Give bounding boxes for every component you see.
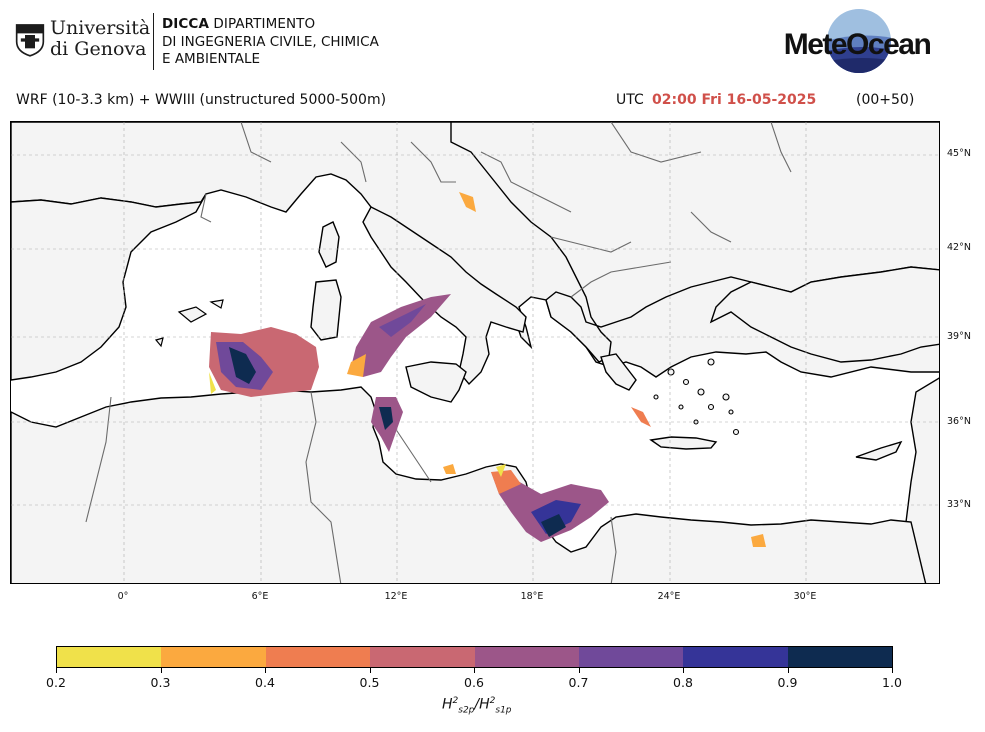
crete-land bbox=[649, 436, 718, 450]
lat-label-45: 45°N bbox=[947, 148, 971, 159]
colorbar-tick-label: 0.5 bbox=[359, 675, 380, 690]
aegean-islands bbox=[653, 358, 740, 436]
wave-ratio-patches bbox=[209, 192, 766, 547]
north-africa-land bbox=[11, 386, 927, 583]
country-borders bbox=[85, 122, 792, 583]
valid-time: 02:00 Fri 16-05-2025 bbox=[652, 92, 817, 108]
iberia-land bbox=[11, 193, 207, 381]
dicca-line-1: DICCA DIPARTIMENTO bbox=[162, 16, 315, 32]
colorbar-tick bbox=[265, 668, 266, 673]
meteocean-logo-text: MeteOcean bbox=[784, 28, 931, 61]
colorbar-tick-label: 0.6 bbox=[464, 675, 484, 690]
colorbar-bin-7 bbox=[787, 647, 892, 667]
unige-name-line-1: Università bbox=[50, 17, 151, 39]
sardinia-land bbox=[310, 279, 342, 341]
corsica-land bbox=[318, 221, 340, 268]
utc-label: UTC bbox=[616, 92, 644, 108]
lat-label-39: 39°N bbox=[947, 331, 971, 342]
graticule bbox=[11, 122, 939, 583]
colorbar-tick bbox=[683, 668, 684, 673]
lon-label-24e: 24°E bbox=[657, 591, 681, 602]
colorbar-tick-label: 0.3 bbox=[150, 675, 171, 690]
patch-small-2 bbox=[751, 534, 766, 547]
meteocean-logo: MeteOcean bbox=[784, 9, 932, 73]
colorbar-tick-label: 0.7 bbox=[568, 675, 589, 690]
colorbar-tick bbox=[160, 668, 162, 673]
patch-adriatic bbox=[459, 192, 476, 212]
lat-label-33: 33°N bbox=[947, 499, 971, 510]
patch-small-1 bbox=[443, 464, 456, 474]
levant-land bbox=[905, 377, 939, 583]
dicca-line-3: E AMBIENTALE bbox=[162, 51, 261, 67]
model-description: WRF (10-3.3 km) + WWIII (unstructured 50… bbox=[16, 92, 387, 108]
lon-label-18e: 18°E bbox=[520, 591, 544, 602]
lat-label-36: 36°N bbox=[947, 416, 971, 427]
turkey-land bbox=[709, 266, 939, 363]
colorbar-bin-2 bbox=[265, 647, 371, 667]
colorbar bbox=[56, 646, 893, 668]
colorbar-label: H2s2p/H2s1p bbox=[442, 696, 512, 716]
map-canvas bbox=[11, 122, 939, 583]
dicca-acronym: DICCA bbox=[162, 16, 209, 32]
cyprus-land bbox=[855, 440, 903, 461]
colorbar-tick bbox=[474, 668, 475, 673]
unige-crest-icon bbox=[15, 24, 45, 57]
lon-label-12e: 12°E bbox=[384, 591, 408, 602]
colorbar-bin-4 bbox=[474, 647, 579, 667]
colorbar-bin-3 bbox=[370, 647, 475, 667]
unige-name-line-2: di Genova bbox=[50, 38, 147, 60]
colorbar-bin-5 bbox=[578, 647, 684, 667]
colorbar-tick-label: 0.9 bbox=[777, 675, 798, 690]
dicca-line-2: DI INGEGNERIA CIVILE, CHIMICA bbox=[162, 34, 379, 50]
colorbar-tick-label: 1.0 bbox=[882, 675, 902, 690]
colorbar-tick-label: 0.2 bbox=[46, 675, 66, 690]
header-divider bbox=[153, 13, 154, 70]
dicca-line-1-rest: DIPARTIMENTO bbox=[209, 16, 316, 32]
lat-label-42: 42°N bbox=[947, 242, 971, 253]
patch-small-3 bbox=[631, 407, 651, 427]
colorbar-tick bbox=[787, 668, 789, 673]
sicily-land bbox=[405, 361, 467, 403]
colorbar-tick bbox=[369, 668, 371, 673]
colorbar-tick bbox=[578, 668, 580, 673]
forecast-step: (00+50) bbox=[856, 92, 915, 108]
colorbar-tick bbox=[892, 668, 893, 673]
lon-label-6e: 6°E bbox=[251, 591, 269, 602]
lon-label-0: 0° bbox=[117, 591, 129, 602]
patch-tyrrhenian bbox=[351, 294, 451, 377]
peloponnese-land bbox=[600, 353, 637, 391]
colorbar-tick bbox=[56, 668, 57, 673]
map-panel bbox=[10, 121, 940, 584]
colorbar-bin-0 bbox=[57, 647, 162, 667]
colorbar-bin-1 bbox=[161, 647, 266, 667]
lon-label-30e: 30°E bbox=[793, 591, 817, 602]
colorbar-tick-label: 0.8 bbox=[673, 675, 693, 690]
balearic-islands bbox=[154, 299, 224, 348]
colorbar-tick-label: 0.4 bbox=[255, 675, 275, 690]
colorbar-bin-6 bbox=[683, 647, 788, 667]
